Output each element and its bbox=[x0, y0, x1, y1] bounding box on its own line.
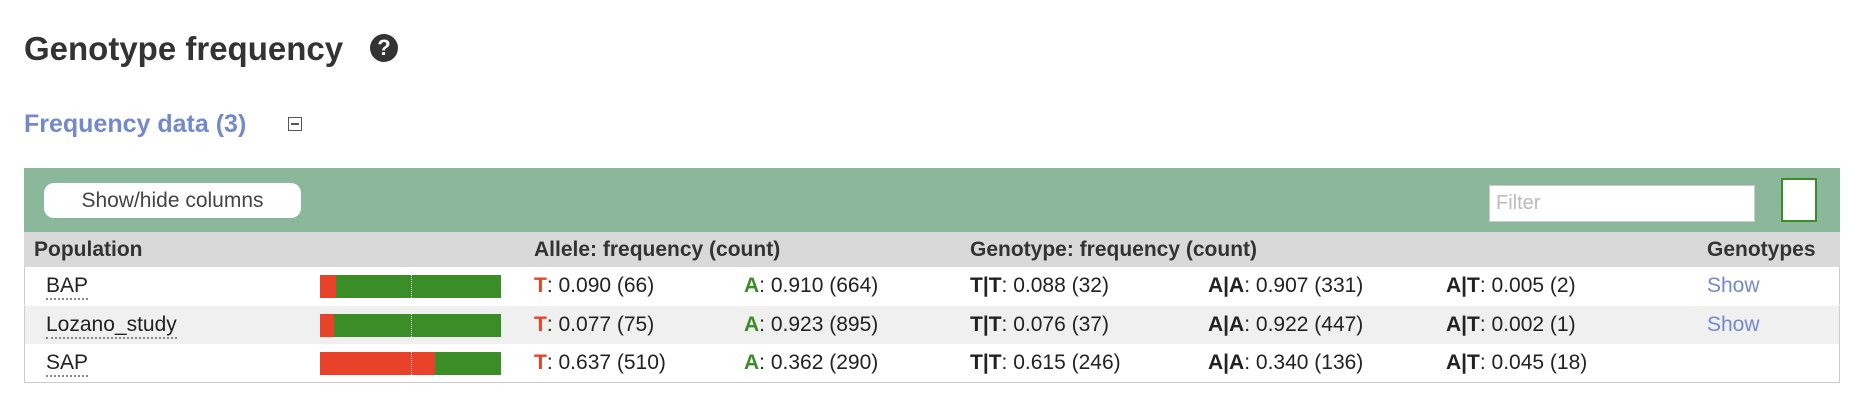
allele-frequency: : 0.923 (895) bbox=[759, 312, 879, 336]
allele-bar-segment bbox=[320, 275, 337, 298]
genotype-label: A|T bbox=[1446, 312, 1480, 336]
genotype-label: T|T bbox=[970, 351, 1002, 374]
genotype-frequency: : 0.907 (331) bbox=[1244, 274, 1364, 297]
column-header: Genotype: frequency (count) bbox=[970, 238, 1258, 261]
genotype-label: A|A bbox=[1208, 312, 1245, 336]
allele-frequency: : 0.090 (66) bbox=[546, 274, 655, 297]
column-header: Allele: frequency (count) bbox=[534, 238, 781, 261]
bar-midline bbox=[410, 275, 412, 298]
genotype-frequency: : 0.045 (18) bbox=[1479, 351, 1588, 374]
table-header bbox=[24, 232, 1840, 267]
allele-label: A bbox=[744, 312, 760, 336]
allele-cell: T: 0.090 (66) bbox=[534, 274, 654, 298]
genotype-label: T|T bbox=[970, 274, 1002, 297]
filter-input[interactable]: Filter bbox=[1489, 185, 1755, 222]
genotype-frequency: : 0.615 (246) bbox=[1001, 351, 1121, 374]
allele-label: A bbox=[744, 274, 760, 297]
genotype-frequency: : 0.005 (2) bbox=[1479, 274, 1576, 297]
allele-bar-segment bbox=[435, 352, 501, 375]
column-header: Population bbox=[34, 238, 143, 261]
allele-cell: A: 0.362 (290) bbox=[744, 351, 878, 375]
collapse-icon[interactable] bbox=[288, 117, 302, 131]
genotype-label: T|T bbox=[970, 312, 1002, 336]
columns-button[interactable]: Show/hide columns bbox=[44, 183, 301, 218]
genotype-label: A|T bbox=[1446, 274, 1480, 297]
genotype-cell: T|T: 0.088 (32) bbox=[970, 274, 1109, 298]
genotype-cell: A|T: 0.002 (1) bbox=[1446, 313, 1576, 337]
allele-cell: T: 0.077 (75) bbox=[534, 313, 654, 337]
genotype-label: A|T bbox=[1446, 351, 1480, 374]
genotype-cell: A|A: 0.340 (136) bbox=[1208, 351, 1363, 375]
allele-cell: T: 0.637 (510) bbox=[534, 351, 666, 375]
bar-midline bbox=[410, 352, 412, 375]
allele-label: T bbox=[534, 351, 547, 374]
genotype-cell: A|T: 0.005 (2) bbox=[1446, 274, 1576, 298]
allele-frequency: : 0.362 (290) bbox=[759, 351, 879, 374]
allele-label: T bbox=[534, 274, 547, 297]
allele-label: A bbox=[744, 351, 760, 374]
show-link[interactable]: Show bbox=[1707, 274, 1760, 297]
population-name[interactable]: BAP bbox=[46, 274, 89, 300]
genotype-cell: T|T: 0.615 (246) bbox=[970, 351, 1121, 375]
genotype-frequency: : 0.340 (136) bbox=[1244, 351, 1364, 374]
allele-bar-segment bbox=[336, 275, 501, 298]
population-name[interactable]: SAP bbox=[46, 351, 89, 377]
allele-label: T bbox=[534, 312, 547, 336]
column-header: Genotypes bbox=[1707, 238, 1816, 261]
genotype-cell: A|A: 0.922 (447) bbox=[1208, 313, 1363, 337]
allele-frequency: : 0.637 (510) bbox=[546, 351, 666, 374]
bar-midline bbox=[410, 313, 412, 337]
export-icon[interactable] bbox=[1781, 178, 1817, 222]
population-name[interactable]: Lozano_study bbox=[46, 313, 177, 339]
allele-frequency: : 0.910 (664) bbox=[759, 274, 879, 297]
genotype-label: A|A bbox=[1208, 351, 1245, 374]
genotype-frequency: : 0.002 (1) bbox=[1479, 312, 1576, 336]
allele-bar-segment bbox=[320, 313, 334, 337]
show-link[interactable]: Show bbox=[1707, 312, 1760, 336]
allele-cell: A: 0.910 (664) bbox=[744, 274, 878, 298]
help-icon[interactable]: ? bbox=[370, 34, 398, 62]
allele-cell: A: 0.923 (895) bbox=[744, 313, 878, 337]
genotype-frequency: : 0.088 (32) bbox=[1001, 274, 1109, 297]
section-title[interactable]: Frequency data (3) bbox=[24, 110, 247, 138]
genotype-cell: A|T: 0.045 (18) bbox=[1446, 351, 1587, 375]
allele-bar-segment bbox=[320, 352, 436, 375]
allele-frequency: : 0.077 (75) bbox=[546, 312, 655, 336]
page-title: Genotype frequency bbox=[24, 30, 344, 67]
genotype-frequency: : 0.922 (447) bbox=[1244, 312, 1364, 336]
allele-bar-segment bbox=[333, 313, 501, 337]
genotype-frequency: : 0.076 (37) bbox=[1001, 312, 1109, 336]
genotype-cell: A|A: 0.907 (331) bbox=[1208, 274, 1363, 298]
genotype-cell: T|T: 0.076 (37) bbox=[970, 313, 1109, 337]
genotype-label: A|A bbox=[1208, 274, 1245, 297]
